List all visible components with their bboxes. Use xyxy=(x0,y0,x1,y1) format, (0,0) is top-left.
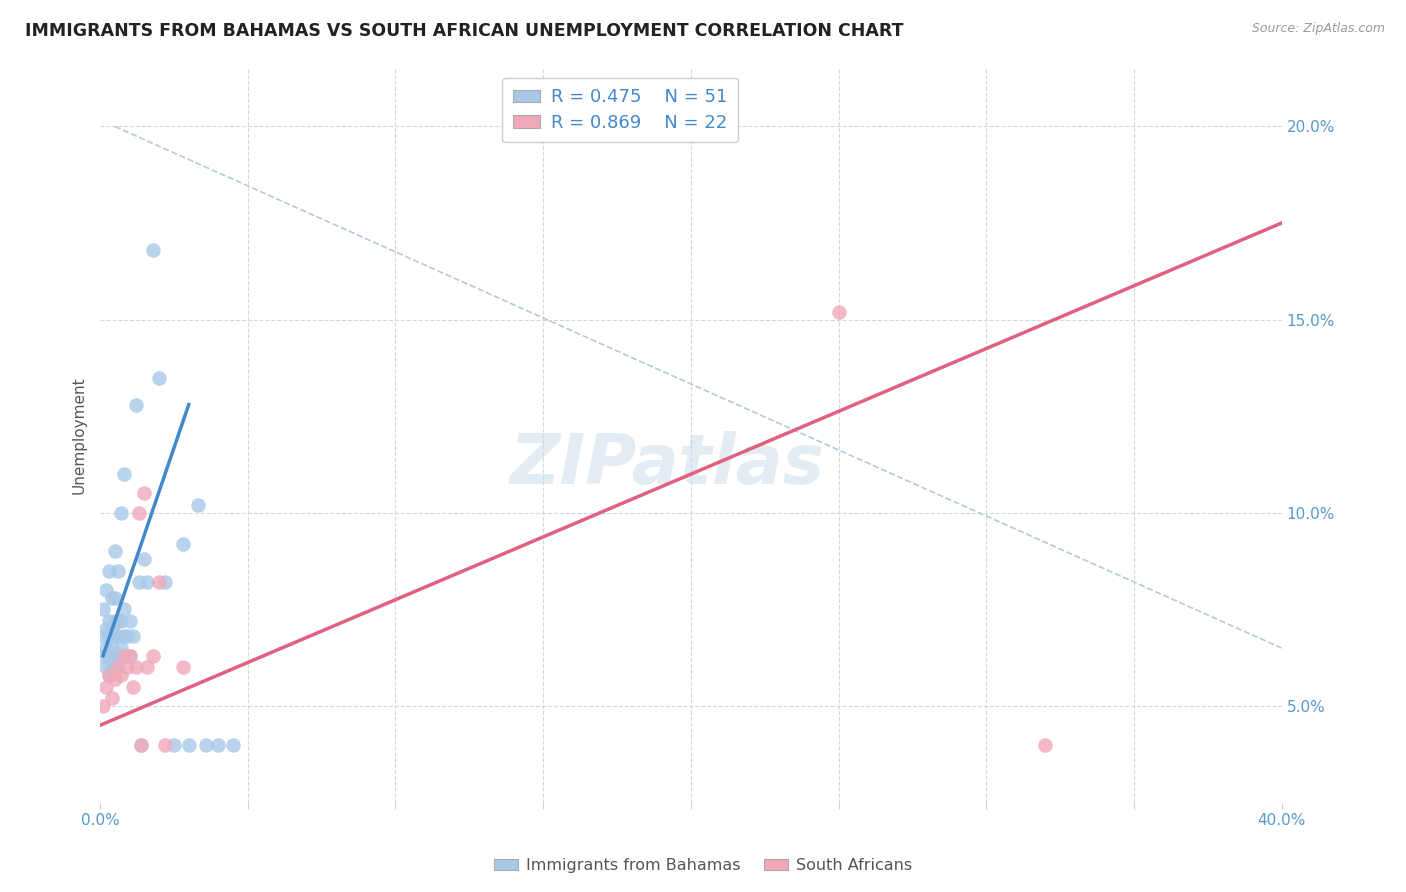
Point xyxy=(101,591,124,605)
Point xyxy=(172,660,194,674)
Point xyxy=(101,640,124,655)
Point xyxy=(131,738,153,752)
Point xyxy=(91,648,114,663)
Point xyxy=(222,738,245,752)
Point xyxy=(98,614,121,628)
Point xyxy=(107,660,129,674)
Point xyxy=(142,243,165,257)
Point xyxy=(101,622,124,636)
Text: IMMIGRANTS FROM BAHAMAS VS SOUTH AFRICAN UNEMPLOYMENT CORRELATION CHART: IMMIGRANTS FROM BAHAMAS VS SOUTH AFRICAN… xyxy=(25,22,904,40)
Point xyxy=(148,575,170,590)
Point xyxy=(104,614,127,628)
Point xyxy=(153,738,176,752)
Point xyxy=(118,614,141,628)
Point xyxy=(98,564,121,578)
Point xyxy=(112,629,135,643)
Point xyxy=(115,660,138,674)
Point xyxy=(110,614,132,628)
Point xyxy=(134,486,156,500)
Point xyxy=(101,660,124,674)
Point xyxy=(148,370,170,384)
Point xyxy=(128,575,150,590)
Legend: R = 0.475    N = 51, R = 0.869    N = 22: R = 0.475 N = 51, R = 0.869 N = 22 xyxy=(502,78,738,143)
Point xyxy=(121,629,143,643)
Point xyxy=(110,668,132,682)
Point xyxy=(128,506,150,520)
Point xyxy=(136,660,159,674)
Point xyxy=(187,498,209,512)
Point xyxy=(207,738,229,752)
Point xyxy=(104,660,127,674)
Point xyxy=(195,738,218,752)
Point xyxy=(98,668,121,682)
Point xyxy=(94,660,117,674)
Point xyxy=(112,602,135,616)
Point xyxy=(142,648,165,663)
Point xyxy=(827,305,849,319)
Point xyxy=(98,668,121,682)
Point xyxy=(104,629,127,643)
Text: ZIPatlas: ZIPatlas xyxy=(510,432,825,499)
Point xyxy=(136,575,159,590)
Point xyxy=(124,660,146,674)
Point xyxy=(153,575,176,590)
Text: Source: ZipAtlas.com: Source: ZipAtlas.com xyxy=(1251,22,1385,36)
Point xyxy=(94,680,117,694)
Point xyxy=(115,629,138,643)
Point xyxy=(104,648,127,663)
Point xyxy=(94,582,117,597)
Point xyxy=(91,698,114,713)
Point xyxy=(131,738,153,752)
Point xyxy=(107,564,129,578)
Point xyxy=(91,602,114,616)
Point xyxy=(1033,738,1056,752)
Point xyxy=(104,591,127,605)
Point xyxy=(98,629,121,643)
Legend: Immigrants from Bahamas, South Africans: Immigrants from Bahamas, South Africans xyxy=(488,852,918,880)
Point xyxy=(112,648,135,663)
Point xyxy=(94,622,117,636)
Point xyxy=(94,640,117,655)
Point xyxy=(104,544,127,558)
Point xyxy=(177,738,200,752)
Point xyxy=(172,537,194,551)
Point xyxy=(110,506,132,520)
Point xyxy=(121,680,143,694)
Point xyxy=(118,648,141,663)
Point xyxy=(118,648,141,663)
Point xyxy=(98,648,121,663)
Point xyxy=(134,552,156,566)
Point xyxy=(91,629,114,643)
Point xyxy=(112,467,135,482)
Y-axis label: Unemployment: Unemployment xyxy=(72,376,86,494)
Point xyxy=(104,672,127,686)
Point xyxy=(124,398,146,412)
Point xyxy=(101,691,124,706)
Point xyxy=(163,738,186,752)
Point xyxy=(110,640,132,655)
Point xyxy=(107,614,129,628)
Point xyxy=(107,648,129,663)
Point xyxy=(107,629,129,643)
